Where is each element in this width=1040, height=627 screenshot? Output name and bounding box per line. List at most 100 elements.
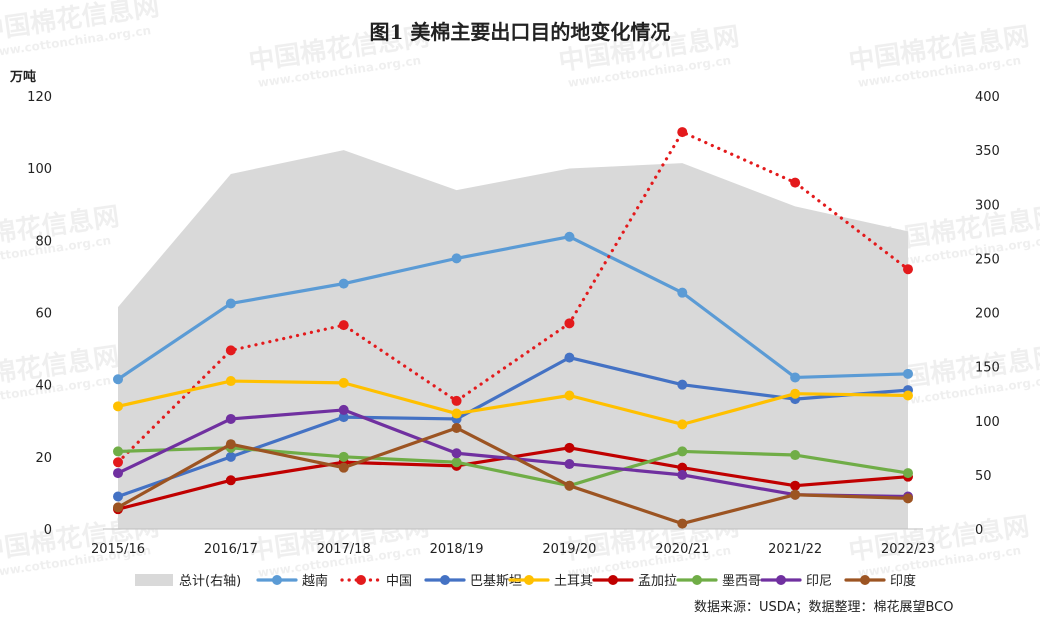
legend-marker [440,575,450,585]
series-point [451,395,462,406]
x-tick-label: 2016/17 [204,542,258,557]
series-point [677,287,688,298]
legend-label: 墨西哥 [722,574,761,589]
series-point [790,489,801,500]
legend-label: 印尼 [806,574,832,589]
series-point [564,352,575,363]
x-tick-label: 2017/18 [317,542,371,557]
legend-swatch [135,574,173,586]
series-point [225,475,236,486]
series-point [564,231,575,242]
series-point [451,457,462,468]
series-line [116,408,910,499]
series-point [677,462,688,473]
series-point [338,320,349,331]
series-line [116,130,910,464]
series-point [113,401,123,412]
series-point [677,446,688,457]
series-point [225,298,236,309]
series-point [113,468,123,479]
series-point [677,518,688,529]
series-point [564,390,575,401]
x-tick-label: 2022/23 [881,542,935,557]
series-point [113,502,123,513]
series-point [903,264,913,275]
legend-marker [608,575,618,585]
series-point [338,412,349,423]
y2-tick-label: 250 [975,252,1000,267]
area-layer [118,150,908,529]
legend-marker [776,575,786,585]
series-line [116,426,910,526]
series-point [451,253,462,264]
legend-label: 土耳其 [554,574,593,589]
series-point [790,177,801,188]
y-tick-label: 40 [35,379,52,394]
y2-tick-label: 400 [975,90,1000,105]
series-point [451,408,462,419]
series-point [225,345,236,356]
legend-marker [524,575,534,585]
legend-label: 中国 [386,574,412,589]
series-point [338,278,349,289]
series-point [225,439,236,450]
y-tick-label: 60 [35,307,52,322]
y2-tick-label: 100 [975,415,1000,430]
series-point [451,422,462,433]
y-tick-label: 100 [27,162,52,177]
y2-tick-label: 0 [975,523,983,538]
x-tick-label: 2015/16 [91,542,145,557]
series-point [451,448,462,459]
series-point [564,480,575,491]
legend-label: 孟加拉 [638,574,677,589]
series-point [113,374,123,385]
x-tick-label: 2020/21 [655,542,709,557]
series-line [116,379,910,426]
series-point [790,372,801,383]
series-point [338,451,349,462]
legend-label: 总计(右轴) [179,574,241,589]
series-point [677,379,688,390]
series-point [338,404,349,415]
series-point [790,388,801,399]
y2-tick-label: 350 [975,144,1000,159]
legend-marker [860,575,870,585]
legend-label: 印度 [890,573,916,589]
legend-marker [692,575,702,585]
series-point [564,442,575,453]
series-point [225,376,236,387]
y-tick-label: 0 [44,523,52,538]
y-tick-label: 20 [35,451,52,466]
y2-tick-label: 200 [975,307,1000,322]
series-point [113,446,123,457]
series-point [564,459,575,470]
series-point [564,318,575,329]
legend: 总计(右轴) 越南 中国 巴基斯坦 土耳其 孟加拉 墨西哥 印尼 印度 [135,573,916,589]
series-layer [113,127,913,529]
series-point [903,468,913,479]
series-point [790,450,801,461]
legend-marker [272,575,282,585]
series-point [338,462,349,473]
axis-layer: 0 20 40 60 80 100 120 0 50 100 150 200 250 300 350 400 2… [27,90,1000,557]
y2-tick-label: 150 [975,361,1000,376]
legend-marker [356,575,366,585]
source-note: 数据来源：USDA；数据整理：棉花展望BCO [694,600,954,615]
series-point [790,480,801,491]
x-tick-label: 2019/20 [542,542,596,557]
series-point [677,127,688,138]
series-point [677,469,688,480]
series-point [903,390,913,401]
series-point [225,451,236,462]
series-point [903,493,913,504]
total-area [118,150,908,529]
legend-label: 巴基斯坦 [470,574,522,589]
series-point [338,377,349,388]
x-tick-label: 2021/22 [768,542,822,557]
y-tick-label: 80 [35,234,52,249]
series-line [116,235,910,381]
y2-tick-label: 300 [975,198,1000,213]
series-point [113,491,123,502]
y-axis-unit-label: 万吨 [10,70,37,85]
